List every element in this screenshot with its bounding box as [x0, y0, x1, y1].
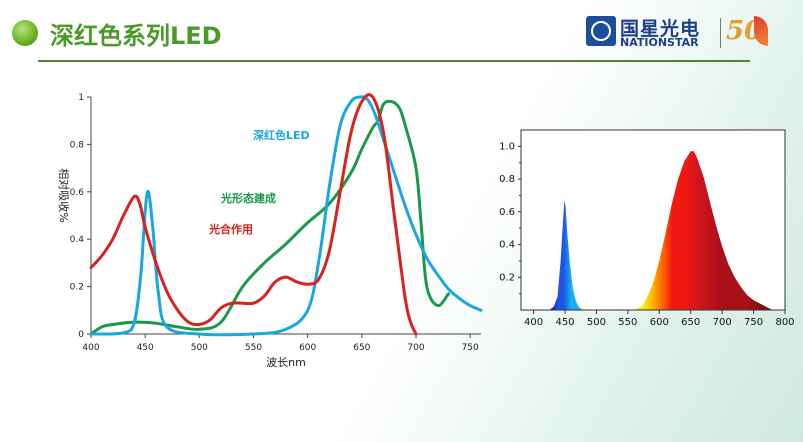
x-tick-label: 550 [618, 317, 637, 328]
x-tick-label: 700 [407, 343, 424, 353]
x-tick-label: 450 [555, 317, 574, 328]
nationstar-logo: 国星光电 NATIONSTAR 50 [586, 14, 776, 54]
y-tick-label: 1 [78, 93, 84, 103]
series-photosynthesis-line [89, 93, 418, 336]
y-axis-title: 相对吸收% [57, 168, 71, 222]
title-divider [38, 60, 750, 62]
y-tick-label: 0.8 [499, 174, 515, 185]
page-title: 深红色系列LED [50, 22, 222, 50]
x-tick-label: 400 [82, 343, 99, 353]
absorption-spectrum-chart: 0 0.2 0.4 0.6 0.8 1 400 450 500 550 600 650 700 750 波长… [57, 93, 483, 369]
emission-area [549, 151, 773, 310]
logo-english-name: NATIONSTAR [620, 36, 699, 49]
plot-frame [520, 129, 786, 311]
logo-divider [720, 18, 721, 48]
y-tick-label: 0.4 [70, 235, 85, 245]
x-tick-label: 650 [681, 317, 700, 328]
x-tick-label: 400 [524, 317, 543, 328]
logo-chinese-name: 国星光电 [620, 18, 701, 40]
y-tick-label: 1.0 [499, 141, 515, 152]
y-tick-label: 0.8 [70, 140, 85, 150]
x-tick-label: 800 [775, 317, 794, 328]
x-tick-label: 600 [650, 317, 669, 328]
y-tick-label: 0.6 [70, 188, 85, 198]
x-tick-label: 750 [462, 343, 479, 353]
x-axis-title: 波长nm [266, 356, 306, 369]
x-tick-label: 700 [713, 317, 732, 328]
label-deep-red-led: 深红色LED [253, 128, 310, 142]
series-deep-red-led-line [89, 95, 483, 337]
y-tick-label: 0.6 [499, 207, 515, 218]
emission-spectrum-chart: 0.2 0.4 0.6 0.8 1.0 400 450 500 550 600 650 700 750 8… [499, 129, 795, 328]
x-tick-label: 500 [587, 317, 606, 328]
x-tick-label: 600 [299, 343, 316, 353]
y-tick-label: 0.2 [499, 272, 515, 283]
x-tick-label: 550 [245, 343, 262, 353]
wing-icon [754, 16, 768, 46]
label-photomorphogenesis: 光形态建成 [220, 191, 276, 205]
nationstar-emblem-icon [586, 16, 616, 46]
x-tick-label: 750 [744, 317, 763, 328]
x-tick-label: 650 [353, 343, 370, 353]
y-tick-label: 0.2 [70, 283, 84, 293]
label-photosynthesis: 光合作用 [208, 222, 253, 236]
x-tick-label: 500 [191, 343, 208, 353]
y-tick-label: 0.4 [499, 240, 515, 251]
y-tick-label: 0 [78, 330, 84, 340]
x-tick-label: 450 [137, 343, 154, 353]
title-bullet-icon [12, 20, 38, 46]
